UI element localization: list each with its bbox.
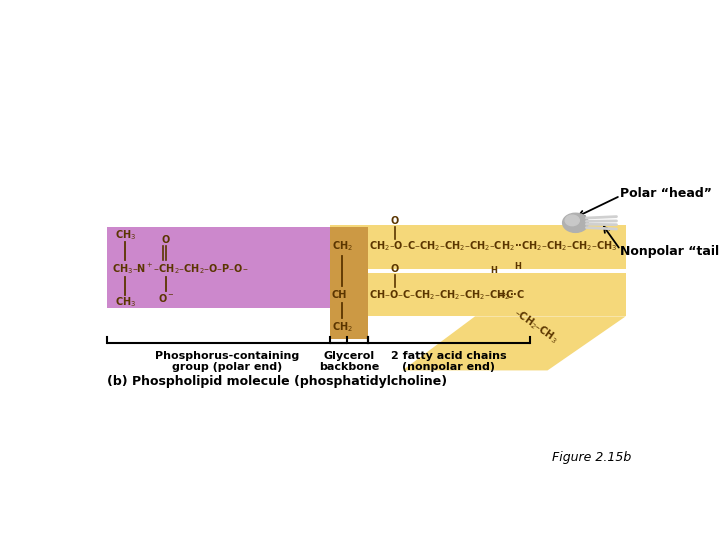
Bar <box>330 225 626 268</box>
Text: Nonpolar “tail”: Nonpolar “tail” <box>621 245 720 259</box>
Text: CH$_3$: CH$_3$ <box>114 295 136 309</box>
Bar <box>330 273 626 316</box>
Polygon shape <box>402 316 626 370</box>
Text: 2 fatty acid chains
(nonpolar end): 2 fatty acid chains (nonpolar end) <box>391 351 507 373</box>
Text: H: H <box>514 261 521 271</box>
Text: O: O <box>390 215 399 226</box>
Text: =C: =C <box>498 290 514 300</box>
Bar <box>330 227 368 339</box>
Text: Phosphorus-containing
group (polar end): Phosphorus-containing group (polar end) <box>155 351 299 373</box>
Text: O$^-$: O$^-$ <box>158 292 174 304</box>
Text: CH$_3$–N$^+$–CH$_2$–CH$_2$–O–P–O–: CH$_3$–N$^+$–CH$_2$–CH$_2$–O–P–O– <box>112 261 249 276</box>
Text: CH$_2$–O–C–CH$_2$–CH$_2$–CH$_2$–CH$_2$··CH$_2$–CH$_2$–CH$_2$–CH$_3$: CH$_2$–O–C–CH$_2$–CH$_2$–CH$_2$–CH$_2$··… <box>369 240 618 253</box>
Circle shape <box>562 213 588 232</box>
Text: Glycerol
backbone: Glycerol backbone <box>319 351 379 373</box>
Text: (b) Phospholipid molecule (phosphatidylcholine): (b) Phospholipid molecule (phosphatidylc… <box>107 375 447 388</box>
Text: Polar “head”: Polar “head” <box>621 187 712 200</box>
Text: Figure 2.15b: Figure 2.15b <box>552 451 631 464</box>
Text: CH$_3$: CH$_3$ <box>114 228 136 241</box>
Text: H: H <box>490 266 497 275</box>
Bar <box>107 227 346 308</box>
Text: –CH$_2$–CH$_3$: –CH$_2$–CH$_3$ <box>511 306 561 346</box>
Text: CH$_2$: CH$_2$ <box>332 240 353 253</box>
Text: CH–O–C–CH$_2$–CH$_2$–CH$_2$–CH$_2$··C: CH–O–C–CH$_2$–CH$_2$–CH$_2$–CH$_2$··C <box>369 288 525 302</box>
Text: CH: CH <box>332 290 347 300</box>
Text: O: O <box>162 235 170 245</box>
Circle shape <box>565 215 580 226</box>
Text: CH$_2$: CH$_2$ <box>332 320 353 334</box>
Text: O: O <box>390 264 399 274</box>
